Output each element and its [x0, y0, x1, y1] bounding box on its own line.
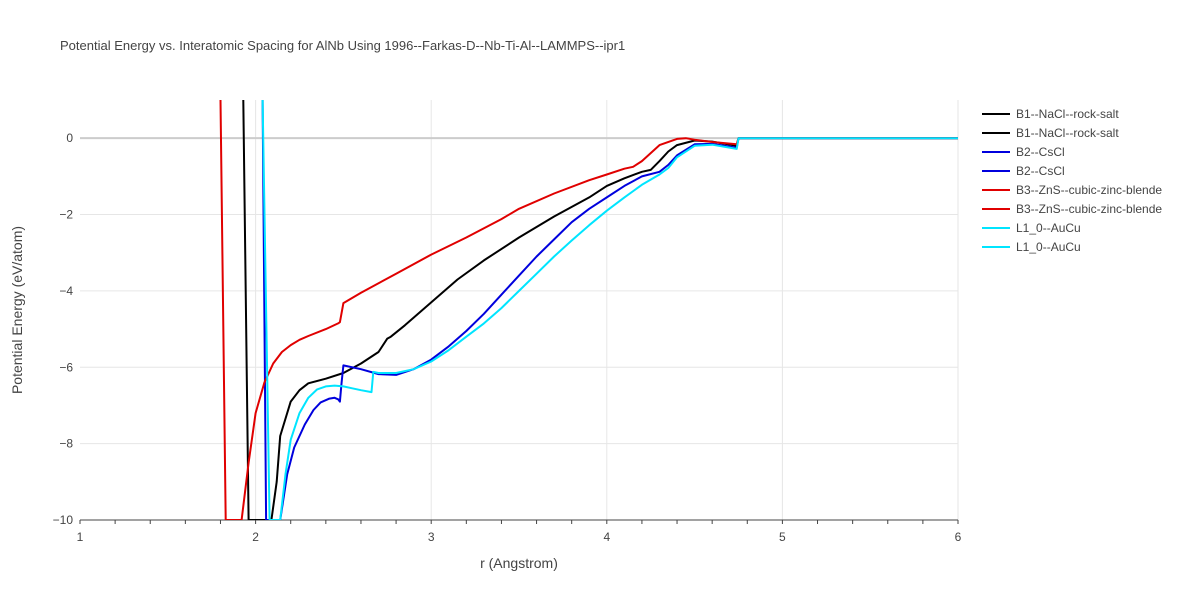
x-tick-label: 6 — [955, 530, 962, 544]
legend-item: B1--NaCl--rock-salt — [982, 126, 1119, 140]
chart-title: Potential Energy vs. Interatomic Spacing… — [60, 38, 625, 53]
x-tick-label: 1 — [77, 530, 84, 544]
legend-item: B1--NaCl--rock-salt — [982, 107, 1119, 121]
x-tick-labels: 1 2 3 4 5 6 — [77, 530, 962, 544]
legend-label: B3--ZnS--cubic-zinc-blende — [1016, 202, 1162, 216]
legend-label: B3--ZnS--cubic-zinc-blende — [1016, 183, 1162, 197]
y-axis-title: Potential Energy (eV/atom) — [9, 226, 25, 394]
legend-label: B2--CsCl — [1016, 145, 1065, 159]
series-line-2 — [261, 100, 958, 520]
x-tick-label: 2 — [252, 530, 259, 544]
y-tick-label: −6 — [59, 360, 73, 374]
legend-item: B2--CsCl — [982, 164, 1065, 178]
legend-item: L1_0--AuCu — [982, 240, 1081, 254]
legend-item: B3--ZnS--cubic-zinc-blende — [982, 183, 1162, 197]
series-line-4 — [219, 100, 958, 520]
y-tick-label: −2 — [59, 208, 73, 222]
y-tick-label: 0 — [66, 131, 73, 145]
legend-item: B2--CsCl — [982, 145, 1065, 159]
x-tick-label: 3 — [428, 530, 435, 544]
legend-item: B3--ZnS--cubic-zinc-blende — [982, 202, 1162, 216]
y-tick-label: −8 — [59, 437, 73, 451]
legend-label: B1--NaCl--rock-salt — [1016, 126, 1119, 140]
y-tick-labels: 0 −2 −4 −6 −8 −10 — [53, 131, 74, 527]
x-axis-title: r (Angstrom) — [480, 555, 558, 571]
legend-item: L1_0--AuCu — [982, 221, 1081, 235]
series-line-6 — [261, 100, 958, 520]
y-tick-label: −10 — [53, 513, 74, 527]
y-tick-label: −4 — [59, 284, 73, 298]
x-tick-label: 5 — [779, 530, 786, 544]
legend-label: L1_0--AuCu — [1016, 240, 1081, 254]
legend-label: L1_0--AuCu — [1016, 221, 1081, 235]
x-tick-label: 4 — [603, 530, 610, 544]
legend[interactable]: B1--NaCl--rock-salt B1--NaCl--rock-salt B2… — [982, 107, 1162, 254]
legend-label: B1--NaCl--rock-salt — [1016, 107, 1119, 121]
series-lines — [219, 100, 958, 520]
legend-label: B2--CsCl — [1016, 164, 1065, 178]
